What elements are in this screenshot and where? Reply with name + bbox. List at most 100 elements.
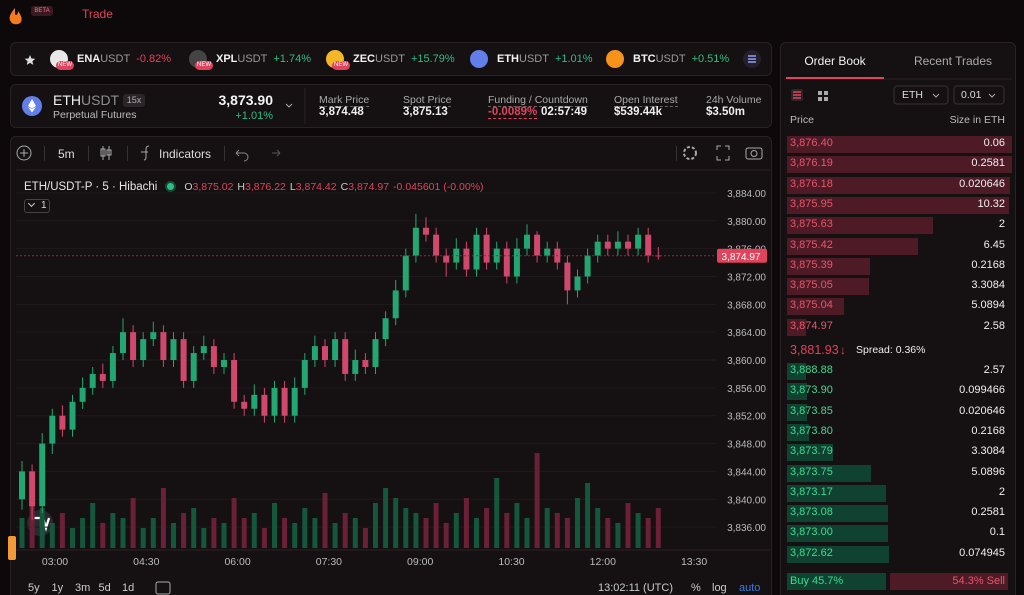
asset-select[interactable]: [893, 85, 949, 105]
menu-lines: [748, 55, 756, 63]
volume-bar: [332, 523, 338, 548]
redo-icon[interactable]: [272, 149, 281, 157]
y-tick-label: 3,836.00: [727, 523, 766, 534]
x-tick-label: 07:30: [316, 556, 342, 568]
view-both-lines: [793, 91, 801, 99]
chevron[interactable]: [285, 103, 293, 108]
toolbar-sep: [127, 146, 128, 161]
depth-bar: [787, 156, 1012, 174]
depth-bar: [787, 136, 1012, 153]
ticker-change: +1.74%: [273, 53, 311, 65]
price[interactable]: 3,872.62: [790, 546, 833, 559]
tab[interactable]: Recent Trades: [913, 54, 993, 68]
volume-bar: [231, 498, 237, 548]
axis-option[interactable]: %: [691, 582, 701, 594]
candle-body: [322, 346, 328, 361]
ticker[interactable]: XPLUSDT +1.74%: [216, 52, 311, 66]
market-kind: Perpetual Futures: [53, 109, 137, 121]
camera-icon[interactable]: [745, 147, 763, 160]
stat-label: 24h Volume: [706, 94, 762, 106]
candle-body: [423, 227, 429, 235]
volume-bar: [90, 503, 96, 548]
tab[interactable]: Order Book: [804, 54, 866, 68]
indicators[interactable]: Indicators: [159, 147, 212, 161]
volume-bar: [221, 523, 227, 548]
ticker-icon[interactable]: [606, 50, 624, 68]
volume-bar: [49, 523, 55, 548]
candle-icon[interactable]: [100, 146, 112, 160]
ohlc-value: 3,874.97: [348, 181, 390, 193]
range-button[interactable]: 3m: [75, 582, 91, 594]
view-grid[interactable]: [818, 91, 828, 101]
pane-toggle[interactable]: [24, 199, 50, 213]
price[interactable]: 3,875.42: [790, 238, 833, 251]
stat-label: Open Interest: [614, 94, 678, 107]
price[interactable]: 3,873.90: [790, 384, 833, 397]
select-chevrons: [932, 93, 996, 98]
ticker-icon[interactable]: [470, 50, 488, 68]
ticker[interactable]: ETHUSDT +1.01%: [497, 52, 593, 66]
candle-body: [473, 234, 480, 270]
price-axis-bg: [716, 172, 771, 570]
candle-body: [655, 255, 662, 257]
price[interactable]: 3,873.79: [790, 445, 833, 458]
price[interactable]: 3,876.19: [790, 157, 833, 170]
size: 0.2581: [971, 506, 1005, 519]
settings-icon[interactable]: [683, 146, 697, 160]
price[interactable]: 3,875.04: [790, 299, 833, 312]
ticker-quote: USDT: [375, 53, 405, 65]
price[interactable]: 3,875.95: [790, 197, 833, 210]
fullscreen-icon[interactable]: [716, 145, 730, 161]
add-icon[interactable]: [16, 145, 32, 161]
step-select[interactable]: [953, 85, 1005, 105]
candle-body: [352, 360, 359, 374]
price[interactable]: 3,873.85: [790, 404, 833, 417]
price[interactable]: 3,876.18: [790, 177, 833, 190]
candle-body: [210, 346, 217, 367]
volume-bar: [575, 498, 580, 548]
ticker[interactable]: BTCUSDT +0.51%: [633, 52, 729, 66]
fx-icon[interactable]: [141, 145, 150, 161]
volume-bar: [59, 513, 65, 548]
axis-option[interactable]: log: [712, 582, 727, 594]
volume-bar: [484, 508, 490, 548]
range-button[interactable]: 1d: [122, 582, 135, 594]
price[interactable]: 3,875.39: [790, 258, 833, 271]
volume-bar: [140, 528, 146, 548]
star-icon[interactable]: [24, 55, 36, 65]
price[interactable]: 3,888.88: [790, 364, 833, 376]
price[interactable]: 3,873.08: [790, 506, 833, 519]
interval[interactable]: 5m: [58, 147, 75, 161]
price[interactable]: 3,875.63: [790, 218, 833, 231]
range-button[interactable]: 5d: [98, 582, 111, 594]
candle-body: [99, 373, 106, 381]
price[interactable]: 3,873.80: [790, 424, 833, 437]
beta-badge: [31, 6, 53, 16]
candle-body: [513, 248, 520, 277]
nav-trade[interactable]: Trade: [82, 7, 113, 21]
price[interactable]: 3,873.17: [790, 485, 833, 498]
range-button[interactable]: 1y: [51, 582, 64, 594]
ticker[interactable]: ZECUSDT +15.79%: [353, 52, 455, 66]
undo-icon[interactable]: [235, 149, 249, 162]
axis-option[interactable]: auto: [739, 582, 761, 594]
stat-label: Funding / Countdown: [488, 94, 588, 107]
price[interactable]: 3,876.40: [790, 137, 833, 149]
calendar-icon[interactable]: [155, 581, 171, 595]
candle-body: [130, 332, 137, 361]
logo: [9, 8, 22, 25]
ticker-quote: USDT: [100, 53, 131, 65]
range-button[interactable]: 5y: [28, 582, 40, 594]
price[interactable]: 3,874.97: [790, 319, 833, 332]
volume-bar: [524, 518, 530, 548]
side-handle[interactable]: [8, 536, 16, 560]
volume-bar: [403, 508, 409, 548]
volume-bar: [171, 523, 176, 548]
ticker[interactable]: ENAUSDT -0.82%: [77, 52, 171, 66]
price[interactable]: 3,875.05: [790, 279, 833, 292]
price[interactable]: 3,873.00: [790, 526, 833, 539]
volume-bar: [160, 488, 166, 548]
candle-body: [463, 248, 470, 270]
price[interactable]: 3,873.75: [790, 465, 833, 478]
